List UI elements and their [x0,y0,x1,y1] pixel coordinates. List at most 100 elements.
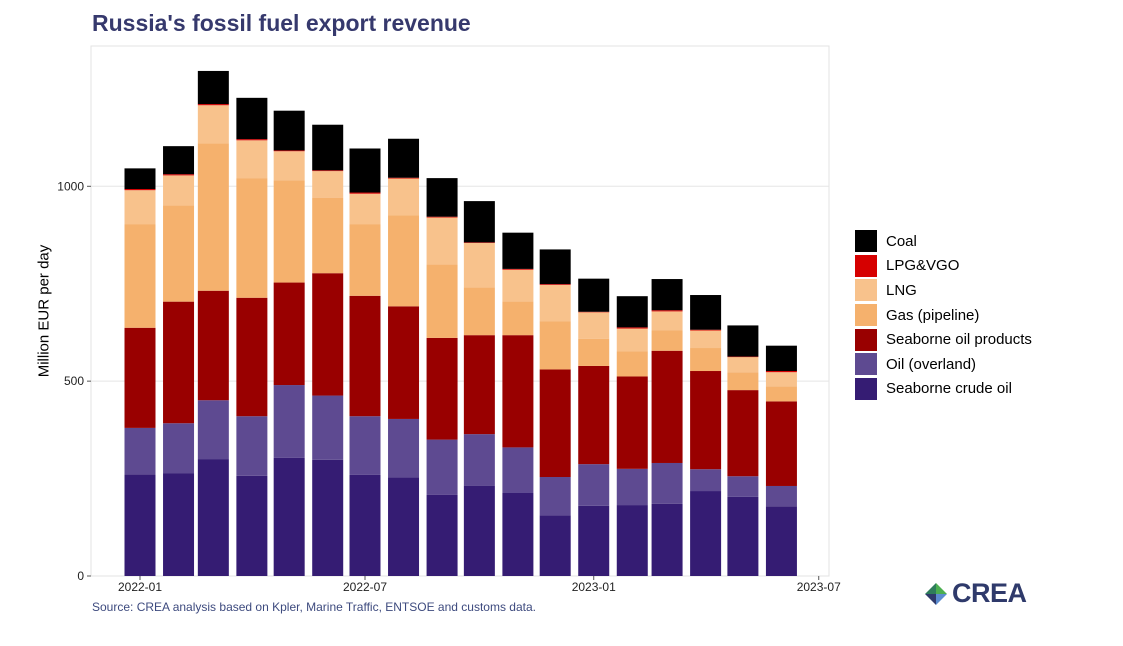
bar-segment-lng [124,190,156,225]
bar-segment-gas-pipeline- [616,351,648,377]
bar-segment-seaborne-oil-products [273,282,305,386]
bar-segment-seaborne-crude-oil [539,515,571,576]
bar-segment-seaborne-crude-oil [578,505,610,576]
bar-segment-seaborne-oil-products [578,365,610,465]
x-tick-label: 2022-01 [118,580,162,594]
bar-segment-lpg-vgo [651,310,683,312]
bar-segment-gas-pipeline- [163,205,195,302]
bar-segment-lng [765,372,797,387]
bar-segment-lpg-vgo [273,150,305,152]
bar-segment-gas-pipeline- [349,224,381,296]
bar-segment-gas-pipeline- [502,301,534,336]
bar-segment-seaborne-crude-oil [312,459,344,576]
bar-segment-gas-pipeline- [388,215,420,307]
bar-segment-coal [388,138,420,178]
legend-item: Coal [855,229,1032,254]
legend-label: Coal [886,232,917,250]
bar-segment-seaborne-oil-products [388,306,420,419]
legend-item: LNG [855,278,1032,303]
legend-swatch [855,377,877,400]
bar-segment-lpg-vgo [539,284,571,285]
bar-segment-lng [349,193,381,225]
bar-segment-oil-overland- [727,476,759,497]
bar-segment-seaborne-crude-oil [765,506,797,576]
bar-segment-seaborne-crude-oil [124,474,156,576]
bar-segment-seaborne-crude-oil [197,459,229,576]
bar-segment-seaborne-oil-products [539,369,571,478]
bar-segment-coal [463,201,495,243]
bar-segment-coal [349,148,381,193]
legend-swatch [855,328,877,351]
bar-segment-lpg-vgo [349,192,381,194]
legend-label: LNG [886,281,917,299]
bar-segment-coal [163,146,195,175]
legend-label: Seaborne crude oil [886,380,1012,398]
bar-segment-gas-pipeline- [727,372,759,391]
bar-segment-lng [651,311,683,331]
bar-segment-lng [463,242,495,288]
bar-segment-lng [236,140,268,179]
bar-segment-seaborne-oil-products [651,350,683,463]
bar-segment-seaborne-oil-products [197,290,229,401]
bar-segment-coal [616,296,648,328]
bar-segment-coal [578,278,610,312]
bar-segment-seaborne-crude-oil [502,492,534,576]
bar-segment-gas-pipeline- [765,386,797,402]
legend-swatch [855,279,877,302]
bar-segment-oil-overland- [616,468,648,506]
bar-segment-seaborne-crude-oil [236,475,268,576]
bar-segment-seaborne-oil-products [124,327,156,428]
bar-segment-oil-overland- [197,400,229,460]
bar-segment-lng [273,151,305,181]
bar-segment-lpg-vgo [236,139,268,141]
bar-segment-seaborne-crude-oil [727,496,759,576]
bar-segment-lng [690,330,722,349]
bar-segment-oil-overland- [651,462,683,504]
legend-swatch [855,304,877,327]
bar-segment-lpg-vgo [616,327,648,329]
bar-segment-seaborne-oil-products [463,335,495,435]
bar-segment-seaborne-oil-products [426,337,458,440]
bar-segment-seaborne-oil-products [163,301,195,424]
bar-segment-seaborne-oil-products [349,295,381,417]
bar-segment-oil-overland- [765,485,797,507]
bar-segment-oil-overland- [124,427,156,475]
bar-segment-gas-pipeline- [236,178,268,298]
bar-segment-lng [312,171,344,198]
bar-segment-lpg-vgo [578,311,610,313]
bar-segment-oil-overland- [163,423,195,474]
bar-segment-seaborne-oil-products [616,376,648,469]
bar-segment-coal [426,178,458,217]
bar-segment-seaborne-crude-oil [690,491,722,576]
bar-segment-oil-overland- [388,418,420,478]
bar-segment-lng [163,175,195,206]
legend-label: LPG&VGO [886,257,960,275]
bar-segment-lng [539,284,571,322]
bar-segment-oil-overland- [273,385,305,458]
bar-segment-oil-overland- [502,447,534,493]
bar-segment-gas-pipeline- [578,338,610,366]
bar-segment-lpg-vgo [426,216,458,218]
legend-label: Oil (overland) [886,355,977,373]
bar-segment-lpg-vgo [312,170,344,172]
crea-logo: CREA [924,578,1027,609]
bar-segment-gas-pipeline- [312,197,344,274]
bar-segment-seaborne-oil-products [727,390,759,477]
bar-segment-coal [312,124,344,171]
bar-segment-coal [765,345,797,372]
source-note: Source: CREA analysis based on Kpler, Ma… [92,600,536,614]
y-tick-label: 500 [64,374,84,388]
legend-item: Gas (pipeline) [855,303,1032,328]
bar-segment-lpg-vgo [502,268,534,270]
bar-segment-lpg-vgo [124,189,156,191]
bar-segment-lng [197,105,229,144]
y-axis-label: Million EUR per day [35,244,53,378]
bar-segment-oil-overland- [578,464,610,506]
bar-segment-coal [124,168,156,190]
bar-segment-oil-overland- [690,469,722,492]
bar-segment-seaborne-crude-oil [163,473,195,576]
legend-swatch [855,353,877,376]
bar-segment-lpg-vgo [163,174,195,176]
